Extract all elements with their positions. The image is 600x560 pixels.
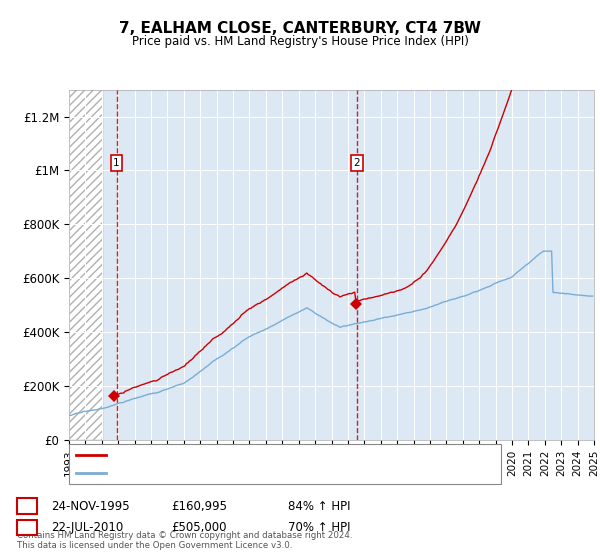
Text: Price paid vs. HM Land Registry's House Price Index (HPI): Price paid vs. HM Land Registry's House … [131, 35, 469, 48]
Text: 7, EALHAM CLOSE, CANTERBURY, CT4 7BW (detached house): 7, EALHAM CLOSE, CANTERBURY, CT4 7BW (de… [111, 450, 446, 460]
Text: Contains HM Land Registry data © Crown copyright and database right 2024.
This d: Contains HM Land Registry data © Crown c… [17, 530, 352, 550]
Text: 2: 2 [23, 522, 31, 533]
Bar [69, 90, 103, 440]
Text: £505,000: £505,000 [171, 521, 227, 534]
Text: 84% ↑ HPI: 84% ↑ HPI [288, 500, 350, 513]
Text: 1: 1 [23, 501, 31, 511]
Text: 70% ↑ HPI: 70% ↑ HPI [288, 521, 350, 534]
Text: 1: 1 [113, 158, 120, 168]
Text: 7, EALHAM CLOSE, CANTERBURY, CT4 7BW: 7, EALHAM CLOSE, CANTERBURY, CT4 7BW [119, 21, 481, 36]
Text: 22-JUL-2010: 22-JUL-2010 [51, 521, 123, 534]
Text: £160,995: £160,995 [171, 500, 227, 513]
Text: HPI: Average price, detached house, Canterbury: HPI: Average price, detached house, Cant… [111, 468, 375, 478]
Text: 2: 2 [353, 158, 360, 168]
Text: 24-NOV-1995: 24-NOV-1995 [51, 500, 130, 513]
